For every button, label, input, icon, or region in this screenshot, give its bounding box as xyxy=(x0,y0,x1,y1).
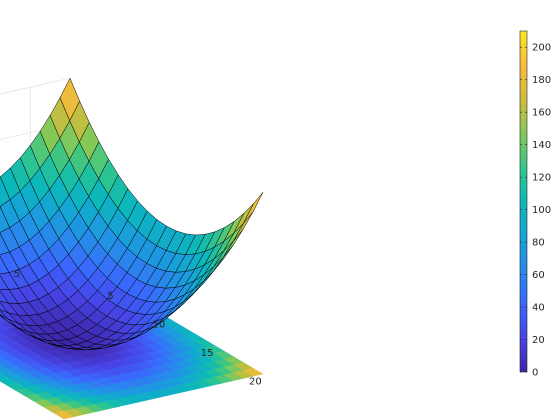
shadow-cell xyxy=(0,332,9,340)
x-tick-label: 20 xyxy=(249,376,262,387)
z-gridline xyxy=(0,77,71,238)
x-tick-label: 5 xyxy=(107,291,113,302)
shadow-cell xyxy=(0,372,7,379)
shadow-cell xyxy=(0,364,8,371)
colorbar: 0 20 40 60 80 100 120 140 160 180 200 xyxy=(519,30,551,379)
shadow-cell xyxy=(0,340,9,347)
y-tick-label: 5 xyxy=(14,269,20,280)
surface-mesh xyxy=(0,77,264,351)
shadow-cell xyxy=(0,324,9,332)
colorbar-tick-label: 80 xyxy=(532,238,545,249)
x-tick-label: 15 xyxy=(201,348,214,359)
axis-ticks: 05010015020051015205101520 xyxy=(14,269,262,387)
z-gridline xyxy=(0,123,71,283)
colorbar-tick-label: 0 xyxy=(532,368,538,379)
colorbar-tick-label: 180 xyxy=(532,75,551,86)
colorbar-tick-label: 120 xyxy=(532,173,551,184)
colorbar-tick-label: 20 xyxy=(532,335,545,346)
colorbar-tick-label: 40 xyxy=(532,303,545,314)
shadow-cell xyxy=(0,356,8,363)
colorbar-gradient xyxy=(519,30,528,373)
shadow-cell xyxy=(53,410,75,420)
colorbar-tick-label: 140 xyxy=(532,140,551,151)
shadow-cell xyxy=(0,348,8,355)
colorbar-tick-label: 200 xyxy=(532,43,551,54)
x-tick-label: 10 xyxy=(152,319,165,330)
colorbar-tick-label: 60 xyxy=(532,270,545,281)
surface-face xyxy=(59,77,80,121)
surface-face xyxy=(243,191,264,224)
colorbar-tick-label: 100 xyxy=(532,205,551,216)
colorbar-tick-label: 160 xyxy=(532,108,551,119)
